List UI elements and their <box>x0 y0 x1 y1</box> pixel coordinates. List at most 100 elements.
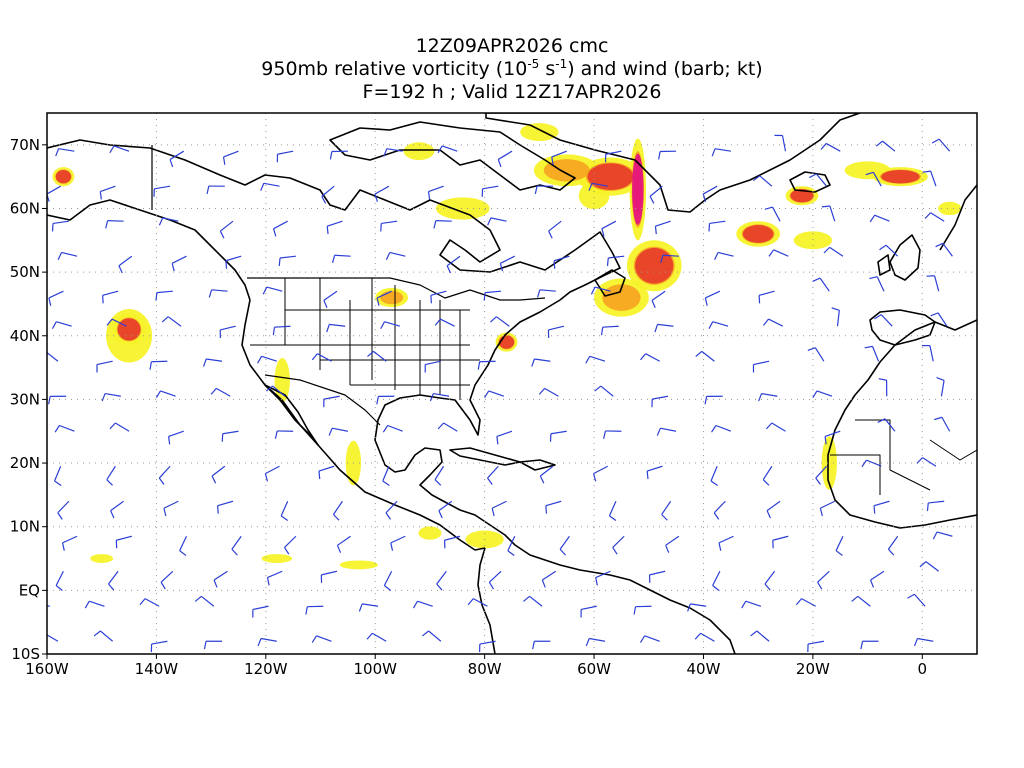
wind-barb-staff <box>781 135 787 152</box>
wind-barb-staff <box>167 316 182 327</box>
wind-barb-staff <box>933 275 940 292</box>
wind-barb-flag <box>280 515 289 522</box>
wind-barb-flag <box>824 436 827 445</box>
wind-barb-staff <box>108 570 119 585</box>
wind-barb-staff <box>657 323 674 327</box>
wind-barb-flag <box>704 297 708 306</box>
vorticity-contour-level-1 <box>435 197 490 220</box>
wind-barb-staff <box>154 185 171 190</box>
wind-barb-staff <box>222 430 239 435</box>
wind-barb-flag <box>106 318 113 326</box>
wind-barb-flag <box>538 387 546 395</box>
lon-tick-label: 20W <box>796 660 830 678</box>
alaska-coast <box>47 199 251 301</box>
wind-barb-staff <box>382 466 390 482</box>
wind-barb-flag <box>272 327 276 336</box>
wind-barb-flag <box>110 510 115 519</box>
wind-barb-flag <box>382 480 390 487</box>
wind-barb-flag <box>488 581 495 590</box>
lat-tick-label: 10S <box>11 645 40 663</box>
wind-barb-staff <box>179 535 188 551</box>
wind-barb-flag <box>750 630 758 637</box>
wind-barb-flag <box>257 355 263 364</box>
vorticity-contour-level-3 <box>587 163 634 191</box>
wind-barb-flag <box>768 249 775 257</box>
lat-tick-label: EQ <box>19 581 40 599</box>
wind-barb-flag <box>380 321 386 330</box>
wind-barb-staff <box>47 634 59 642</box>
wind-barb-flag <box>358 603 363 612</box>
wind-barb-flag <box>206 185 210 194</box>
wind-barb-staff <box>938 138 951 152</box>
wind-barb-flag <box>821 205 830 208</box>
wind-barb-staff <box>866 459 882 467</box>
wind-barb-staff <box>118 255 133 267</box>
title-line-3: F=192 h ; Valid 12Z17APR2026 <box>363 81 662 103</box>
wind-barb-flag <box>434 318 441 326</box>
wind-barb-flag <box>718 542 722 551</box>
wind-barb-flag <box>367 350 374 358</box>
wind-barb-flag <box>815 477 821 485</box>
wind-barb-flag <box>48 297 52 306</box>
wind-barb-staff <box>156 290 173 294</box>
wind-barb-flag <box>311 635 317 643</box>
wind-barb-staff <box>390 535 406 544</box>
title-line-2-suffix: ) and wind (barb; kt) <box>567 58 763 80</box>
wind-barb-staff <box>539 289 556 292</box>
wind-barb-flag <box>487 477 493 485</box>
wind-barb-staff <box>772 535 789 541</box>
wind-barb-staff <box>100 185 116 193</box>
wind-barb-flag <box>633 606 637 615</box>
wind-barb-flag <box>213 579 218 588</box>
wind-barb-staff <box>929 345 934 362</box>
wind-barb-staff <box>871 346 880 362</box>
wind-barb-staff <box>507 535 516 551</box>
wind-barb-flag <box>171 263 175 272</box>
wind-barb-flag <box>913 638 919 647</box>
wind-barb-staff <box>428 630 442 642</box>
wind-barb-staff <box>267 570 283 579</box>
wind-barb-staff <box>600 385 614 397</box>
wind-barb-flag <box>861 459 867 468</box>
wind-barb-staff <box>48 290 64 299</box>
wind-barb-staff <box>316 635 332 642</box>
wind-barb-flag <box>54 480 62 487</box>
wind-barb-staff <box>608 255 625 259</box>
wind-barb-staff <box>337 535 351 546</box>
wind-barb-flag <box>366 632 373 640</box>
wind-barb-staff <box>425 360 442 366</box>
title-line-1: 12Z09APR2026 cmc <box>416 35 609 57</box>
wind-barb-flag <box>436 583 443 591</box>
wind-barb-flag <box>536 289 541 298</box>
wind-barb-staff <box>591 182 608 187</box>
wind-barb-staff <box>702 185 718 195</box>
wind-barb-flag <box>231 548 238 556</box>
vorticity-contour-level-1 <box>339 560 378 570</box>
wind-barb-staff <box>820 500 836 509</box>
wind-barb-staff <box>922 457 937 467</box>
wind-barb-staff <box>941 416 951 432</box>
wind-barb-staff <box>551 150 567 158</box>
wind-barb-staff <box>816 390 833 397</box>
wind-barb-staff <box>882 140 896 152</box>
arctic-islands <box>329 121 576 191</box>
wind-barb-staff <box>168 430 184 438</box>
wind-barb-flag <box>870 579 875 588</box>
wind-barb-staff <box>662 254 679 257</box>
wind-barb-flag <box>55 148 60 157</box>
vorticity-contour-level-1 <box>520 123 559 142</box>
wind-barb-flag <box>539 475 545 484</box>
wind-barb-flag <box>916 457 923 464</box>
wind-barb-flag <box>326 226 329 235</box>
wind-barb-staff <box>815 173 828 187</box>
wind-barb-staff <box>317 353 332 362</box>
wind-barb-staff <box>444 535 461 541</box>
lon-tick-label: 160W <box>25 660 69 678</box>
wind-barb-flag <box>936 376 945 382</box>
wind-barb-staff <box>386 148 403 152</box>
wind-barb-flag <box>712 585 720 591</box>
wind-barb-flag <box>61 542 65 551</box>
wind-barb-flag <box>922 170 931 173</box>
wind-barb-staff <box>761 392 778 397</box>
wind-barb-staff <box>273 220 288 230</box>
